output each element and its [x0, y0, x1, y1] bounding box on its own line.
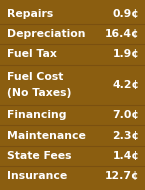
Text: Depreciation: Depreciation: [7, 29, 86, 39]
Text: Repairs: Repairs: [7, 9, 54, 19]
Text: 2.3¢: 2.3¢: [112, 131, 139, 141]
Text: 12.7¢: 12.7¢: [105, 171, 139, 181]
Text: Financing: Financing: [7, 110, 67, 120]
Text: 1.9¢: 1.9¢: [113, 49, 139, 59]
Text: 16.4¢: 16.4¢: [105, 29, 139, 39]
Text: Maintenance: Maintenance: [7, 131, 86, 141]
Text: Fuel Cost: Fuel Cost: [7, 72, 64, 82]
Text: Insurance: Insurance: [7, 171, 68, 181]
Text: Fuel Tax: Fuel Tax: [7, 49, 57, 59]
Text: 1.4¢: 1.4¢: [112, 151, 139, 161]
Text: 4.2¢: 4.2¢: [112, 80, 139, 90]
Text: State Fees: State Fees: [7, 151, 72, 161]
Text: (No Taxes): (No Taxes): [7, 88, 72, 98]
Text: 0.9¢: 0.9¢: [113, 9, 139, 19]
Text: 7.0¢: 7.0¢: [112, 110, 139, 120]
